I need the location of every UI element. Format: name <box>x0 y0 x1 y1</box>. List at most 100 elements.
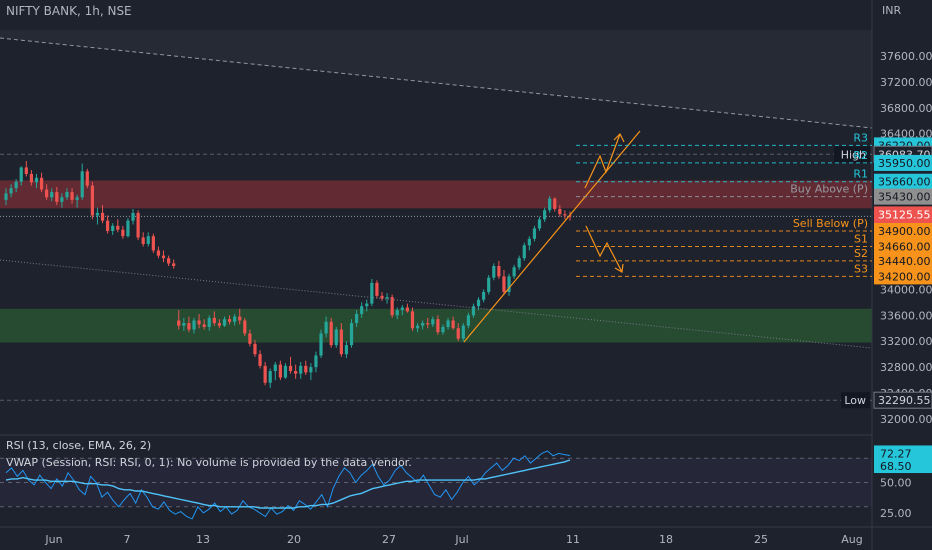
candle-body <box>324 321 328 334</box>
candle-body <box>121 229 125 237</box>
candle-body <box>319 333 323 356</box>
candle-body <box>50 192 54 198</box>
time-tick-label: Jun <box>44 533 62 546</box>
candle-body <box>354 313 359 324</box>
candle-body <box>522 245 526 259</box>
last-price-value: 35125.55 <box>878 208 931 221</box>
candle-body <box>497 266 501 277</box>
time-axis[interactable]: Jun 7 13 20 27 Jul 11 18 25 Aug <box>44 533 862 546</box>
candle-body <box>161 255 166 259</box>
candle-body <box>126 220 130 237</box>
candle-body <box>304 365 308 373</box>
candle-body <box>426 323 430 325</box>
candle-body <box>441 326 445 333</box>
candle-body <box>309 367 313 373</box>
level-tag-box <box>841 392 870 409</box>
candle-body <box>111 225 115 231</box>
candle-body <box>395 310 399 316</box>
level-tag-label: R3 <box>853 131 868 144</box>
rsi-value-label: 72.27 <box>880 447 912 460</box>
rsi-value-box <box>874 445 932 461</box>
price-tick-label: 36800.00 <box>880 102 932 115</box>
level-price-box <box>874 268 932 285</box>
candle-body <box>238 316 242 321</box>
candle-body <box>446 320 450 327</box>
candle-body <box>568 215 572 217</box>
time-tick-label: 18 <box>659 533 673 546</box>
level-price-box <box>874 238 932 255</box>
candle-body <box>492 266 496 278</box>
candle-body <box>288 365 293 372</box>
price-tick-label: 34000.00 <box>880 283 932 296</box>
candle-body <box>85 171 89 186</box>
candle-body <box>385 297 389 299</box>
candle-body <box>65 192 69 198</box>
candle-body <box>19 167 23 182</box>
level-tag-label: High <box>841 148 866 161</box>
candle-body <box>233 316 237 322</box>
level-price-value: 32290.55 <box>878 394 931 407</box>
candle-body <box>80 171 84 198</box>
candle-body <box>507 276 511 292</box>
candle-body <box>542 210 547 220</box>
candle-body <box>151 236 155 251</box>
candle-body <box>90 185 94 216</box>
time-tick-label: Aug <box>841 533 862 546</box>
rsi-value-box <box>874 458 932 474</box>
candle-body <box>197 320 201 325</box>
support-zone <box>0 308 872 343</box>
candle-body <box>146 236 150 244</box>
candle-body <box>258 354 262 366</box>
rsi-indicator-label[interactable]: RSI (13, close, EMA, 26, 2) <box>6 439 152 452</box>
candle-body <box>415 325 420 329</box>
candle-body <box>512 267 516 277</box>
level-tag-label: S2 <box>854 247 868 260</box>
candle-body <box>370 282 374 304</box>
rsi-tick-label: 50.00 <box>880 477 912 490</box>
level-price-box <box>874 154 932 171</box>
price-tick-label: 32000.00 <box>880 413 932 426</box>
candle-body <box>9 188 13 194</box>
candle-body <box>532 228 537 239</box>
candle-body <box>207 317 211 327</box>
resistance-zone <box>0 180 872 209</box>
candle-body <box>34 177 39 183</box>
candle-body <box>182 323 186 326</box>
candle-body <box>527 238 531 246</box>
level-tag-label: Sell Below (P) <box>793 217 868 230</box>
candle-body <box>360 306 364 314</box>
candle-body <box>375 282 379 296</box>
candle-body <box>60 197 64 202</box>
level-tag-label: R2 <box>853 149 868 162</box>
vwap-indicator-label[interactable]: VWAP (Session, RSI: RSI, 0, 1): No volum… <box>6 456 412 469</box>
level-tag-box <box>834 146 870 163</box>
candle-body <box>172 263 176 267</box>
downtrend-channel-line <box>0 37 873 129</box>
price-tick-label: 33600.00 <box>880 309 932 322</box>
candle-body <box>548 198 552 211</box>
rsi-line <box>5 450 571 520</box>
uptrend-line <box>463 130 641 343</box>
candle-body <box>202 324 206 327</box>
candle-body <box>55 192 59 202</box>
candle-body <box>436 319 440 333</box>
level-price-value: 35950.00 <box>878 157 931 170</box>
candle-body <box>380 295 384 299</box>
candle-body <box>29 173 34 183</box>
candle-body <box>299 365 303 374</box>
candle-body <box>212 317 216 324</box>
level-tag-label: Low <box>844 394 866 407</box>
time-tick-label: 13 <box>196 533 210 546</box>
candle-body <box>410 311 415 329</box>
candle-body <box>222 319 227 326</box>
rsi-tick-label: 25.00 <box>880 507 912 520</box>
level-price-box <box>873 391 932 409</box>
candle-body <box>339 329 343 355</box>
candle-body <box>558 208 562 215</box>
candle-body <box>482 291 486 300</box>
candle-body <box>100 212 105 221</box>
rsi-ema-line <box>5 459 571 509</box>
candle-body <box>166 258 171 264</box>
candle-body <box>253 343 257 355</box>
